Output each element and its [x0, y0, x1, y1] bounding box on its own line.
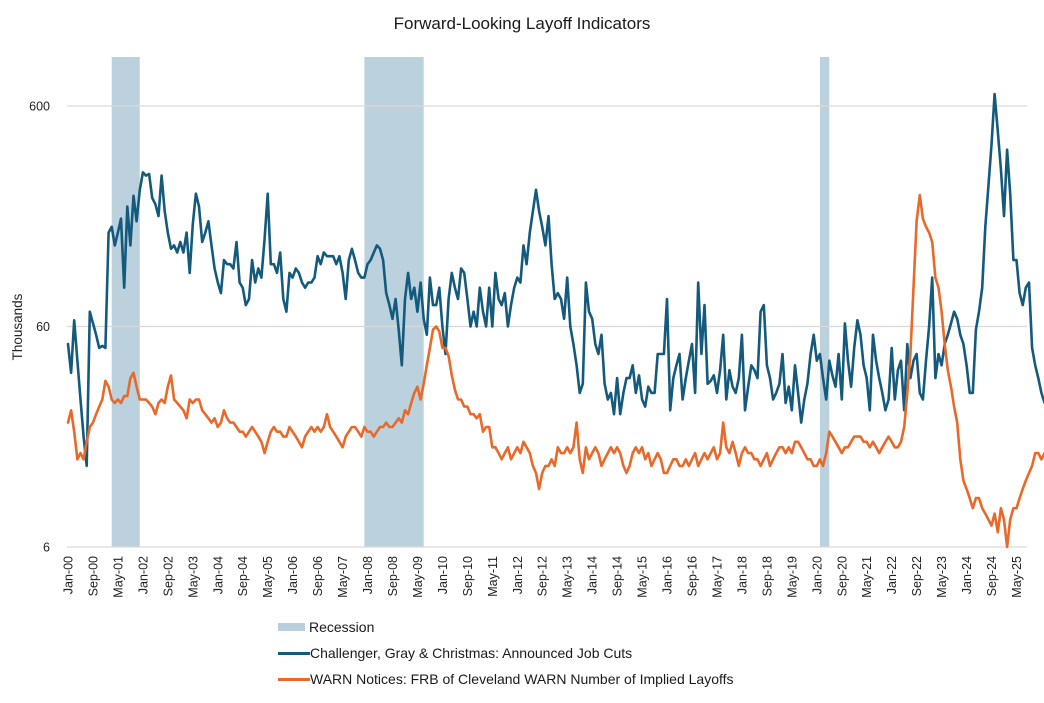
x-tick-label: May-09 — [411, 556, 425, 598]
x-tick-label: May-21 — [860, 556, 874, 598]
legend: Recession Challenger, Gray & Christmas: … — [278, 614, 734, 692]
x-tick-label: May-23 — [935, 556, 949, 598]
x-tick-label: May-05 — [261, 556, 275, 598]
x-tick-label: Sep-08 — [386, 556, 400, 596]
x-tick-label: Sep-20 — [835, 556, 849, 596]
x-tick-label: Sep-00 — [86, 556, 100, 596]
x-tick-label: Sep-16 — [686, 556, 700, 596]
legend-label-challenger: Challenger, Gray & Christmas: Announced … — [310, 645, 633, 661]
legend-swatch-warn — [278, 677, 310, 681]
series-line-warn — [66, 193, 1044, 549]
x-tick-label: Sep-22 — [910, 556, 924, 596]
recession-band — [111, 57, 140, 547]
y-axis-title: Thousands — [10, 293, 25, 360]
x-tick-label: Jan-16 — [661, 556, 675, 594]
legend-label-recession: Recession — [309, 619, 375, 635]
x-tick-label: Sep-14 — [611, 556, 625, 596]
x-tick-label: May-17 — [710, 556, 724, 598]
x-tick-label: Jan-20 — [810, 556, 824, 594]
chart-title: Forward-Looking Layoff Indicators — [393, 14, 651, 33]
x-tick-label: Jan-14 — [586, 556, 600, 594]
x-tick-label: May-15 — [636, 556, 650, 598]
recession-bands — [111, 57, 830, 547]
legend-swatch-recession — [278, 623, 305, 631]
x-tick-label: Sep-12 — [536, 556, 550, 596]
x-tick-label: Sep-24 — [985, 556, 999, 596]
x-tick-label: Sep-06 — [311, 556, 325, 596]
legend-swatch-challenger — [278, 651, 310, 655]
x-tick-label: Jan-18 — [735, 556, 749, 594]
legend-label-warn: WARN Notices: FRB of Cleveland WARN Numb… — [310, 671, 734, 687]
x-tick-label: May-07 — [336, 556, 350, 598]
x-tick-label: Jan-00 — [62, 556, 76, 594]
y-tick-label: 600 — [29, 100, 50, 114]
x-tick-label: Jan-10 — [436, 556, 450, 594]
gridlines — [67, 105, 1027, 548]
series-lines — [66, 92, 1044, 549]
legend-item-challenger: Challenger, Gray & Christmas: Announced … — [278, 640, 734, 666]
x-tick-label: Jan-06 — [286, 556, 300, 594]
x-tick-label: May-01 — [111, 556, 125, 598]
x-tick-label: Sep-04 — [236, 556, 250, 596]
x-tick-label: Sep-02 — [161, 556, 175, 596]
x-tick-label: May-25 — [1010, 556, 1024, 598]
y-axis-ticks: 600 60 6 — [29, 100, 50, 555]
x-tick-label: May-03 — [186, 556, 200, 598]
x-tick-label: May-13 — [561, 556, 575, 598]
x-tick-label: Jan-12 — [511, 556, 525, 594]
y-tick-label: 6 — [43, 541, 50, 555]
x-tick-label: Jan-02 — [136, 556, 150, 594]
series-line-challenger — [66, 92, 1044, 468]
x-axis-ticks: Jan-00 Sep-00 May-01 Jan-02 Sep-02 May-03 Jan-… — [62, 556, 1024, 598]
legend-item-recession: Recession — [278, 614, 734, 640]
x-tick-label: Sep-18 — [760, 556, 774, 596]
x-tick-label: Jan-04 — [211, 556, 225, 594]
recession-band — [819, 57, 830, 547]
x-tick-label: May-11 — [486, 556, 500, 597]
x-tick-label: Jan-08 — [361, 556, 375, 594]
x-tick-label: May-19 — [785, 556, 799, 598]
x-tick-label: Jan-24 — [960, 556, 974, 594]
y-tick-label: 60 — [36, 320, 50, 334]
x-tick-label: Jan-22 — [885, 556, 899, 594]
legend-item-warn: WARN Notices: FRB of Cleveland WARN Numb… — [278, 666, 734, 692]
x-tick-label: Sep-10 — [461, 556, 475, 596]
chart-plot: 600 60 6 Jan-00 Sep-00 May-01 Jan-02 Sep-02 May… — [10, 57, 1044, 598]
